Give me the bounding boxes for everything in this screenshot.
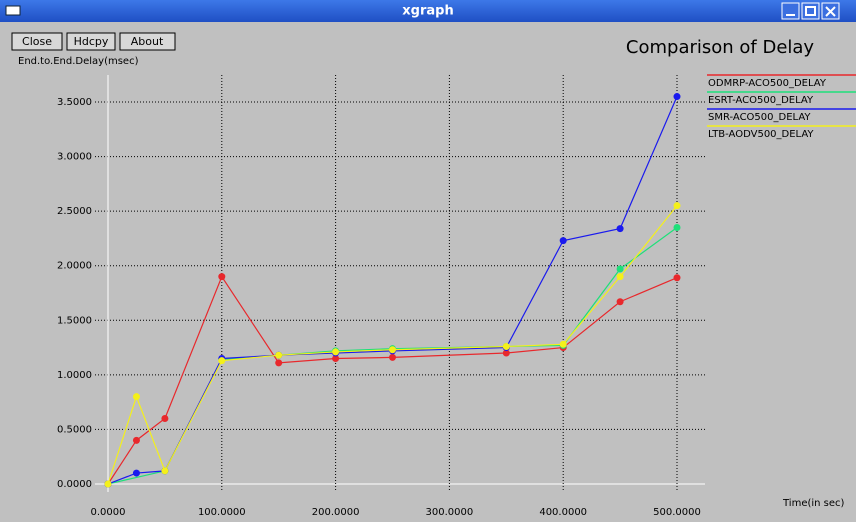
legend-label: ESRT-ACO500_DELAY [708,95,814,106]
y-tick-label: 2.0000 [57,261,92,272]
chart-title: Comparison of Delay [626,37,815,58]
legend-label: SMR-ACO500_DELAY [708,112,811,123]
data-point [616,273,624,281]
x-tick-label: 0.0000 [91,507,126,518]
window-menu-icon[interactable] [5,5,21,16]
maximize-button[interactable] [801,2,820,20]
hdcpy-button[interactable]: Hdcpy [66,32,116,51]
data-point [218,273,226,281]
window-title: xgraph [402,4,453,19]
data-point [616,298,624,306]
data-point [616,225,624,233]
data-point [502,349,510,357]
x-tick-label: 400.0000 [539,507,587,518]
button-label[interactable]: Hdcpy [74,35,109,48]
window-button-glyphs [786,6,836,17]
x-tick-label: 100.0000 [198,507,246,518]
data-point [275,359,283,367]
data-point [673,224,681,232]
data-point [132,436,140,444]
data-point [559,237,567,245]
data-point [389,353,396,361]
y-tick-label: 0.5000 [57,424,92,435]
close-button[interactable]: Close [11,32,63,51]
data-point [616,265,624,273]
y-tick-label: 0.0000 [57,479,92,490]
data-point [332,354,340,362]
x-tick-label: 200.0000 [312,507,360,518]
data-point [275,351,283,359]
button-label[interactable]: About [131,35,164,48]
y-tick-label: 1.0000 [57,370,92,381]
data-point [502,342,510,350]
data-point [673,93,681,101]
data-point [161,467,169,475]
data-point [389,346,396,354]
data-point [559,340,567,348]
button-label[interactable]: Close [22,35,52,48]
y-tick-label: 2.5000 [57,206,92,217]
x-tick-label: 300.0000 [426,507,474,518]
x-axis-label: Time(in sec) [782,498,845,509]
y-tick-label: 1.5000 [57,315,92,326]
data-point [673,274,681,282]
title-bar [0,0,856,22]
legend-label: ODMRP-ACO500_DELAY [708,78,827,89]
data-point [332,348,340,356]
data-point [218,357,226,365]
data-point [132,469,140,477]
legend-label: LTB-AODV500_DELAY [708,129,814,140]
y-axis-label: End.to.End.Delay(msec) [18,56,139,67]
data-point [161,415,169,423]
data-point [104,480,112,488]
y-tick-label: 3.5000 [57,97,92,108]
about-button[interactable]: About [119,32,176,51]
data-point [673,202,681,210]
y-tick-label: 3.0000 [57,152,92,163]
x-tick-label: 500.0000 [653,507,701,518]
data-point [132,393,140,401]
minimize-button[interactable] [781,2,800,20]
